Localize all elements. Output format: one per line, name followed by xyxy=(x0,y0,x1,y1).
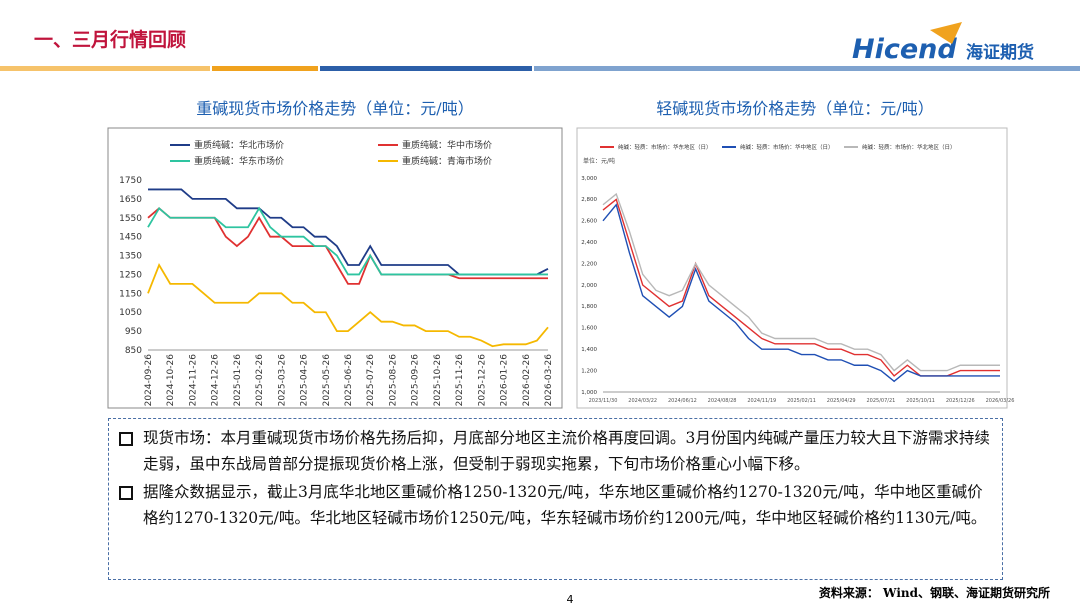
bullet: 现货市场：本月重碱现货市场价格先扬后抑，月底部分地区主流价格再度回调。3月份国内… xyxy=(119,425,992,477)
x-tick-label: 2025/02/11 xyxy=(787,398,816,404)
x-tick-label: 2025-10-26 xyxy=(433,354,443,407)
legend-label: 重质纯碱：青海市场价 xyxy=(402,155,492,167)
logo-en: Hicend xyxy=(852,34,957,65)
x-tick-label: 2025-11-26 xyxy=(455,354,465,407)
legend-label: 重质纯碱：华东市场价 xyxy=(194,155,284,167)
y-tick-label: 1,400 xyxy=(581,347,597,353)
logo-cn: 海证期货 xyxy=(966,42,1034,63)
chart-frame xyxy=(576,127,1008,409)
header-stripe xyxy=(320,66,532,71)
x-tick-label: 2025-01-26 xyxy=(233,354,243,407)
y-tick-label: 2,400 xyxy=(581,240,597,246)
y-tick-label: 2,200 xyxy=(581,261,597,267)
x-tick-label: 2025/10/11 xyxy=(906,398,935,404)
y-tick-label: 1,200 xyxy=(581,368,597,374)
page-number: 4 xyxy=(567,593,574,606)
series-line xyxy=(602,203,1000,383)
source-note: 资料来源： Wind、钢联、海证期货研究所 xyxy=(819,585,1050,600)
logo-mark xyxy=(930,22,962,44)
y-tick-label: 2,800 xyxy=(581,197,597,203)
series-line xyxy=(148,188,549,276)
chart-title: 重碱现货市场价格走势（单位：元/吨） xyxy=(196,99,473,118)
x-tick-label: 2025-12-26 xyxy=(477,354,487,407)
series-line xyxy=(147,262,549,348)
series-line xyxy=(602,198,1000,377)
x-tick-label: 2024-09-26 xyxy=(144,354,154,407)
y-tick-label: 850 xyxy=(125,346,142,356)
x-tick-label: 2025-03-26 xyxy=(277,354,287,407)
y-tick-label: 1550 xyxy=(119,214,142,224)
y-tick-label: 1150 xyxy=(119,289,142,299)
x-tick-label: 2025-02-26 xyxy=(255,354,265,407)
legend-label: 重质纯碱：华北市场价 xyxy=(194,139,284,151)
x-tick-label: 2025-05-26 xyxy=(322,354,332,407)
legend-label: 纯碱：轻质：市场价：华北地区（日） xyxy=(862,143,956,151)
x-tick-label: 2025/07/21 xyxy=(866,398,895,404)
y-tick-label: 1,000 xyxy=(581,390,597,396)
y-tick-label: 1250 xyxy=(119,270,142,280)
x-tick-label: 2025-08-26 xyxy=(388,354,398,407)
header-stripe xyxy=(212,66,318,71)
y-tick-label: 1350 xyxy=(119,252,142,262)
bullet: 据隆众数据显示，截止3月底华北地区重碱价格1250-1320元/吨，华东地区重碱… xyxy=(119,479,992,531)
series-line xyxy=(147,207,548,285)
x-tick-label: 2024-10-26 xyxy=(166,354,176,407)
x-tick-label: 2025/04/29 xyxy=(827,398,856,404)
y-tick-label: 1750 xyxy=(119,176,142,186)
header-stripe xyxy=(534,66,1080,71)
x-tick-label: 2024/06/12 xyxy=(668,398,697,404)
y-tick-label: 950 xyxy=(125,327,142,337)
x-tick-label: 2024/03/22 xyxy=(628,398,657,404)
y-tick-label: 1650 xyxy=(119,195,142,205)
x-tick-label: 2024-12-26 xyxy=(211,354,221,407)
x-tick-label: 2025-06-26 xyxy=(344,354,354,407)
x-tick-label: 2025-04-26 xyxy=(300,354,310,407)
y-unit: 单位：元/吨 xyxy=(583,157,615,165)
y-tick-label: 1450 xyxy=(119,233,142,243)
series-line xyxy=(147,206,548,276)
x-tick-label: 2023/11/30 xyxy=(589,398,618,404)
chart-frame xyxy=(107,127,563,409)
x-tick-label: 2025/12/26 xyxy=(946,398,975,404)
y-tick-label: 3,000 xyxy=(581,176,597,182)
slide-title: 一、三月行情回顾 xyxy=(34,28,186,51)
x-tick-label: 2026-02-26 xyxy=(522,354,532,407)
legend-label: 重质纯碱：华中市场价 xyxy=(402,139,492,151)
x-tick-label: 2024/11/19 xyxy=(747,398,776,404)
y-tick-label: 1,600 xyxy=(581,326,597,332)
commentary-box: 现货市场：本月重碱现货市场价格先扬后抑，月底部分地区主流价格再度回调。3月份国内… xyxy=(108,418,1003,580)
legend-label: 纯碱：轻质：市场价：华中地区（日） xyxy=(740,143,834,151)
x-tick-label: 2026-03-26 xyxy=(544,354,554,407)
y-tick-label: 1050 xyxy=(119,308,142,318)
x-tick-label: 2024-11-26 xyxy=(188,354,198,407)
y-tick-label: 2,000 xyxy=(581,283,597,289)
y-tick-label: 2,600 xyxy=(581,219,597,225)
series-line xyxy=(602,192,1000,372)
x-tick-label: 2026-01-26 xyxy=(500,354,510,407)
header-stripe xyxy=(0,66,210,71)
legend-label: 纯碱：轻质：市场价：华东地区（日） xyxy=(618,143,712,151)
x-tick-label: 2025-07-26 xyxy=(366,354,376,407)
x-tick-label: 2024/08/28 xyxy=(708,398,737,404)
x-tick-label: 2025-09-26 xyxy=(411,354,421,407)
x-tick-label: 2026/03/26 xyxy=(986,398,1015,404)
chart-title: 轻碱现货市场价格走势（单位：元/吨） xyxy=(656,99,933,118)
y-tick-label: 1,800 xyxy=(581,304,597,310)
